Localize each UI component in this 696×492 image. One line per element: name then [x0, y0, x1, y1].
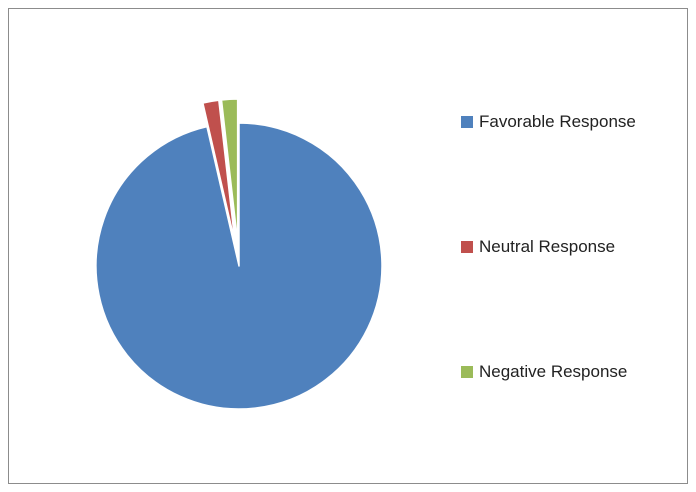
pie-chart: [95, 98, 383, 410]
legend-label-negative: Negative Response: [479, 362, 628, 381]
pie-slice-favorable: [95, 122, 383, 410]
pie-slice-neutral: [202, 99, 236, 244]
legend-swatch-negative: [461, 366, 473, 378]
pie-slice-negative: [220, 98, 239, 243]
legend-item-negative: Negative Response: [461, 362, 627, 382]
legend-item-neutral: Neutral Response: [461, 237, 615, 257]
legend-label-favorable: Favorable Response: [479, 112, 636, 131]
legend: Favorable Response Neutral Response Nega…: [461, 99, 681, 399]
legend-item-favorable: Favorable Response: [461, 112, 636, 132]
legend-swatch-favorable: [461, 116, 473, 128]
chart-area: Favorable Response Neutral Response Nega…: [8, 8, 688, 484]
legend-label-neutral: Neutral Response: [479, 237, 616, 256]
legend-swatch-neutral: [461, 241, 473, 253]
